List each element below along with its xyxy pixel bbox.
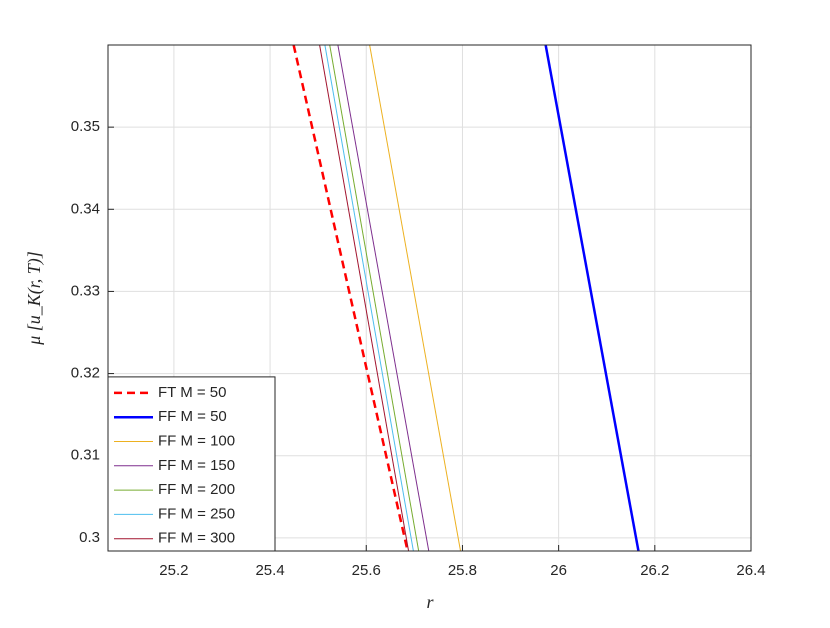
legend-label: FF M = 50	[158, 408, 227, 425]
x-tick-label: 25.2	[159, 562, 188, 579]
y-tick-label: 0.33	[71, 282, 100, 299]
y-tick-label: 0.31	[71, 447, 100, 464]
x-tick-label: 25.4	[255, 562, 284, 579]
legend-label: FF M = 200	[158, 481, 235, 498]
series-line	[324, 45, 414, 551]
x-tick-label: 25.6	[352, 562, 381, 579]
series-line	[329, 45, 420, 551]
series-line	[369, 45, 462, 551]
x-tick-label: 26	[550, 562, 567, 579]
legend-label: FF M = 300	[158, 530, 235, 547]
y-tick-label: 0.34	[71, 200, 100, 217]
legend-label: FT M = 50	[158, 384, 227, 401]
legend-label: FF M = 150	[158, 457, 235, 474]
y-axis-label: μ [u_K(r, T)]	[24, 251, 45, 346]
plot-frame	[107, 44, 752, 552]
legend-box	[107, 376, 276, 552]
series-line	[337, 45, 430, 551]
x-tick-label: 26.4	[736, 562, 765, 579]
x-tick-label: 25.8	[448, 562, 477, 579]
y-tick-label: 0.3	[79, 529, 100, 546]
series-line	[319, 45, 410, 551]
series-line	[292, 45, 409, 551]
legend-label: FF M = 250	[158, 505, 235, 522]
series-line	[544, 45, 640, 551]
y-tick-label: 0.32	[71, 365, 100, 382]
x-tick-label: 26.2	[640, 562, 669, 579]
y-tick-label: 0.35	[71, 118, 100, 135]
x-axis-label: r	[426, 592, 434, 612]
legend-label: FF M = 100	[158, 432, 235, 449]
